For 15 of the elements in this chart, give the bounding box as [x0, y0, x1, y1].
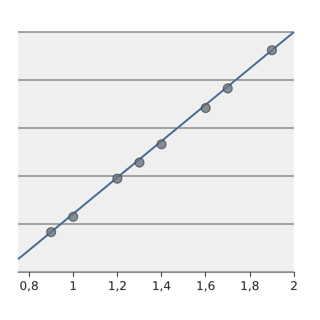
point: [156, 139, 167, 150]
x-tick-label: 1,8: [240, 279, 260, 293]
point: [200, 103, 211, 114]
point: [134, 158, 144, 168]
point: [112, 174, 122, 184]
x-tick-label: 2: [290, 279, 298, 293]
point: [222, 83, 233, 94]
x-tick-label: 1: [69, 279, 78, 293]
point: [266, 45, 277, 56]
x-tick-label: 1,4: [152, 279, 172, 293]
point: [46, 227, 56, 238]
point: [68, 212, 78, 222]
x-tick-label: 1,2: [108, 279, 127, 293]
x-tick-label: 1,6: [196, 279, 216, 293]
x-tick-label: 0,8: [19, 279, 39, 293]
